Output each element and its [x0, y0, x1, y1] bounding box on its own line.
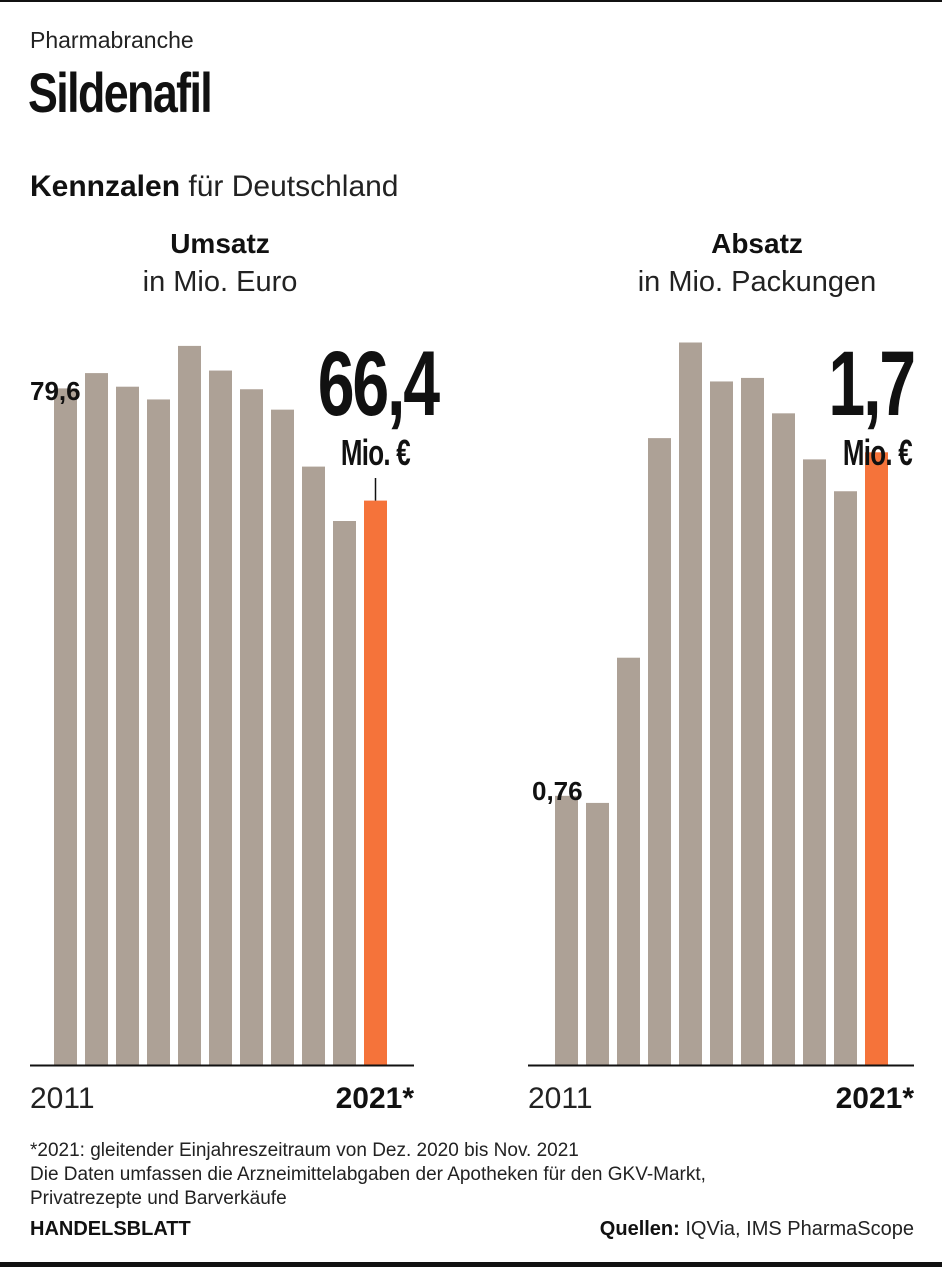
- umsatz-year-start-label: 2011: [30, 1082, 95, 1115]
- footnote-data-scope: Die Daten umfassen die Arzneimittelabgab…: [30, 1164, 706, 1185]
- bottom-rule: [0, 1262, 942, 1267]
- absatz-header: Absatz in Mio. Packungen: [577, 228, 937, 299]
- absatz-year-end-label: 2021*: [836, 1082, 915, 1115]
- brand-logo-text: HANDELSBLATT: [30, 1218, 191, 1240]
- absatz-bar-2015: [679, 342, 702, 1065]
- umsatz-bar-2016: [209, 370, 232, 1065]
- umsatz-bar-2011: [54, 388, 77, 1065]
- absatz-bar-2019: [803, 459, 826, 1065]
- absatz-bar-2014: [648, 438, 671, 1065]
- absatz-highlight-unit: Mio. €: [843, 433, 912, 473]
- absatz-bar-2018: [772, 413, 795, 1065]
- absatz-bar-2021: [865, 452, 888, 1066]
- footnote-data-scope-cont: Privatrezepte und Barverkäufe: [30, 1188, 287, 1209]
- umsatz-bar-2014: [147, 399, 170, 1065]
- absatz-bar-2017: [741, 377, 764, 1066]
- umsatz-highlight-unit: Mio. €: [341, 433, 410, 473]
- umsatz-bar-2019: [302, 466, 325, 1066]
- umsatz-bar-2017: [240, 389, 263, 1065]
- chart-title: Sildenafil: [28, 61, 213, 124]
- umsatz-header: Umsatz in Mio. Euro: [40, 228, 400, 299]
- absatz-bar-2011: [555, 795, 578, 1065]
- absatz-bar-2016: [710, 381, 733, 1065]
- umsatz-bar-2020: [333, 521, 356, 1065]
- absatz-bar-2020: [834, 491, 857, 1065]
- umsatz-bar-2013: [116, 386, 139, 1065]
- absatz-bar-2013: [617, 657, 640, 1065]
- absatz-highlight-value: 1,7: [828, 331, 914, 434]
- top-rule: [0, 0, 942, 2]
- subtitle-rest: für Deutschland: [188, 170, 399, 203]
- absatz-year-start-label: 2011: [528, 1082, 593, 1115]
- absatz-unit: in Mio. Packungen: [637, 266, 877, 298]
- umsatz-title: Umsatz: [170, 228, 270, 259]
- absatz-first-value-label: 0,76: [532, 776, 583, 806]
- source-label: Quellen:: [599, 1218, 680, 1240]
- umsatz-bar-2012: [85, 373, 108, 1066]
- absatz-bar-2012: [586, 802, 609, 1065]
- umsatz-bar-2015: [178, 345, 201, 1065]
- subtitle: Kennzalen für Deutschland: [30, 170, 399, 204]
- subtitle-bold: Kennzalen: [30, 170, 181, 203]
- kicker: Pharmabranche: [30, 27, 194, 53]
- umsatz-highlight-value: 66,4: [318, 331, 441, 434]
- footnote-period: *2021: gleitender Einjahreszeitraum von …: [30, 1140, 579, 1161]
- umsatz-bar-2018: [271, 409, 294, 1065]
- umsatz-first-value-label: 79,6: [30, 376, 81, 406]
- umsatz-year-end-label: 2021*: [336, 1082, 415, 1115]
- umsatz-bar-2021: [364, 500, 387, 1066]
- umsatz-unit: in Mio. Euro: [142, 266, 298, 298]
- source-text: IQVia, IMS PharmaScope: [685, 1218, 914, 1240]
- absatz-title: Absatz: [711, 228, 803, 259]
- source-line: Quellen: IQVia, IMS PharmaScope: [600, 1218, 914, 1241]
